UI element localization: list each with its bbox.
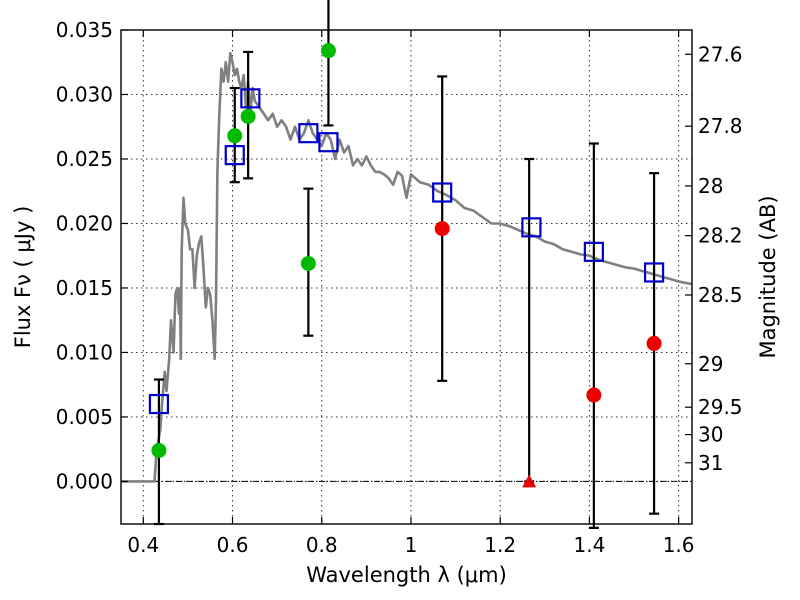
- observed-point-green: [300, 255, 316, 271]
- y-axis-label: Flux Fν ( μJy ): [11, 206, 35, 349]
- y-tick-label: 0.005: [56, 405, 113, 429]
- right-tick-label: 30: [698, 423, 723, 447]
- observed-point-red: [434, 221, 450, 237]
- data-markers: [148, 43, 665, 488]
- model-spectrum: [121, 51, 693, 483]
- right-tick-label: 27.6: [698, 42, 743, 66]
- model-photometry-square: [240, 88, 261, 109]
- right-tick-label: 28.5: [698, 283, 743, 307]
- y-tick-label: 0.020: [56, 211, 113, 235]
- x-tick-label: 1.4: [573, 533, 605, 557]
- right-tick-label: 29: [698, 352, 723, 376]
- x-tick-label: 1.2: [484, 533, 516, 557]
- x-axis-label: Wavelength λ (μm): [306, 563, 507, 587]
- x-tick-label: 1: [405, 533, 418, 557]
- error-bars: [153, 0, 660, 529]
- model-photometry-square: [224, 145, 245, 166]
- upper-limit-triangle: [522, 474, 537, 488]
- y-tick-label: 0.025: [56, 147, 113, 171]
- observed-point-green: [320, 43, 336, 59]
- right-tick-label: 28.2: [698, 224, 743, 248]
- x-tick-label: 0.8: [306, 533, 338, 557]
- y-tick-label: 0.015: [56, 276, 113, 300]
- right-tick-label: 27.8: [698, 114, 743, 138]
- axis-ticks: [121, 29, 692, 524]
- right-tick-label: 28: [698, 174, 723, 198]
- x-tick-label: 1.6: [663, 533, 695, 557]
- right-axis-label: Magnitude (AB): [756, 195, 780, 358]
- model-photometry-square: [521, 217, 542, 238]
- model-photometry-square: [432, 182, 453, 203]
- model-photometry-square: [583, 241, 604, 262]
- right-tick-label: 29.5: [698, 395, 743, 419]
- x-tick-label: 0.4: [127, 533, 159, 557]
- y-tick-label: 0.000: [56, 469, 113, 493]
- y-tick-label: 0.030: [56, 82, 113, 106]
- y-tick-label: 0.035: [56, 18, 113, 42]
- observed-point-green: [151, 442, 167, 458]
- model-photometry-square: [148, 393, 170, 415]
- model-photometry-square: [318, 132, 339, 153]
- model-photometry-square: [643, 262, 665, 283]
- x-tick-label: 0.6: [217, 533, 249, 557]
- y-tick-label: 0.010: [56, 340, 113, 364]
- right-tick-label: 31: [698, 451, 723, 475]
- tick-labels: 0.4 0.6 0.8 1 1.2 1.4 1.6 0.000 0.005 0.010 0.015 0…: [56, 18, 743, 557]
- grid-lines: [121, 29, 692, 524]
- observed-point-red: [646, 335, 662, 351]
- observed-point-red: [586, 387, 602, 403]
- plot-frame: [120, 29, 693, 525]
- observed-point-green: [227, 128, 243, 144]
- model-spectrum-line: [121, 51, 693, 483]
- model-photometry-square: [298, 123, 319, 144]
- observed-point-green: [240, 108, 256, 124]
